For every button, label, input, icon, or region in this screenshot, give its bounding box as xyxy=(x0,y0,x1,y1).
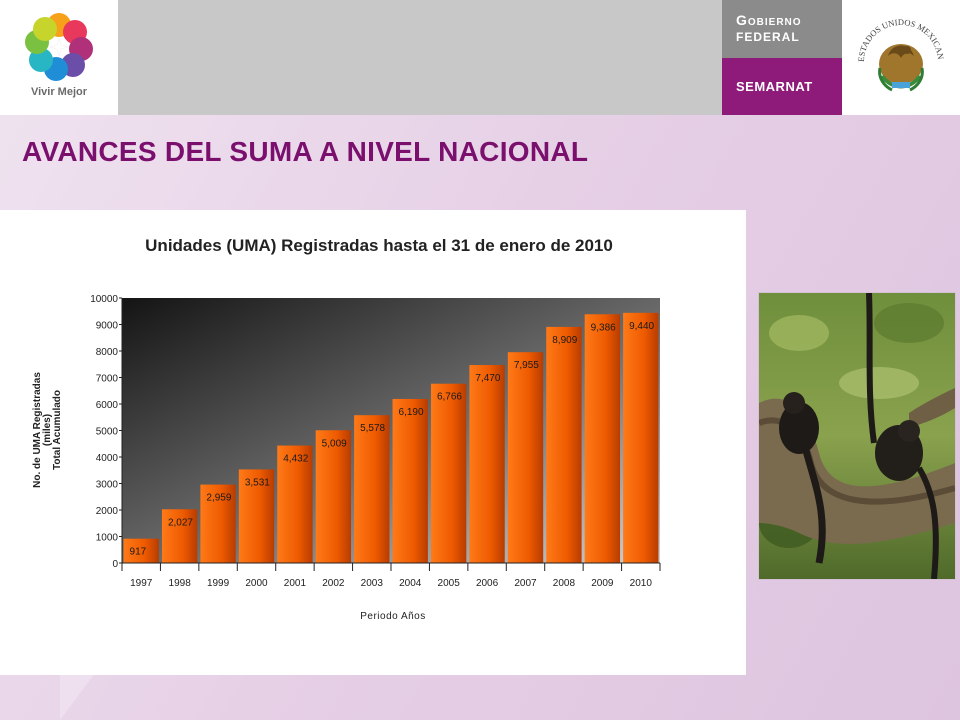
y-tick-label: 9000 xyxy=(96,321,119,332)
semarnat-label: SEMARNAT xyxy=(736,79,813,94)
x-axis-title: Periodo Años xyxy=(360,611,426,622)
y-tick-label: 0 xyxy=(112,559,118,570)
bar-1997 xyxy=(123,538,159,563)
chart-title: Unidades (UMA) Registradas hasta el 31 d… xyxy=(145,236,613,255)
bar-1998 xyxy=(161,509,198,563)
semarnat-badge: SEMARNAT xyxy=(722,58,842,115)
y-axis-title-line3: Total Acumulado xyxy=(52,390,63,470)
bar-value-label: 917 xyxy=(130,547,147,558)
bar-value-label: 7,955 xyxy=(514,360,539,371)
y-tick-label: 8000 xyxy=(96,347,119,358)
bar-value-label: 5,009 xyxy=(322,438,347,449)
bar-value-label: 7,470 xyxy=(475,373,500,384)
x-tick-label: 2003 xyxy=(361,578,384,589)
x-tick-label: 2001 xyxy=(284,578,307,589)
bar-2006 xyxy=(469,365,505,563)
x-tick-label: 2008 xyxy=(553,578,576,589)
bar-chart: Unidades (UMA) Registradas hasta el 31 d… xyxy=(32,236,661,622)
bar-value-label: 9,440 xyxy=(629,321,654,332)
x-tick-label: 2005 xyxy=(438,578,461,589)
x-tick-label: 2009 xyxy=(591,578,614,589)
y-tick-label: 4000 xyxy=(96,453,119,464)
bar-1999 xyxy=(200,484,236,563)
bar-value-label: 9,386 xyxy=(591,322,616,333)
page-title: AVANCES DEL SUMA A NIVEL NACIONAL xyxy=(22,136,589,167)
bar-value-label: 2,027 xyxy=(168,517,193,528)
x-tick-label: 2007 xyxy=(514,578,537,589)
bar-2008 xyxy=(546,326,582,563)
y-tick-label: 6000 xyxy=(96,400,119,411)
mexico-seal: ESTADOS UNIDOS MEXICANOS xyxy=(842,0,960,115)
header-bar: Vivir Mejor Gobierno FEDERAL SEMARNAT ES… xyxy=(0,0,960,115)
bar-value-label: 4,432 xyxy=(283,454,308,465)
bar-2002 xyxy=(315,430,352,563)
bar-2010 xyxy=(623,312,659,563)
flower-logo-icon xyxy=(25,13,93,81)
y-axis-title: No. de UMA Registradas (miles) Total Acu… xyxy=(32,372,63,488)
bar-2003 xyxy=(354,415,390,563)
x-tick-label: 2010 xyxy=(630,578,653,589)
x-tick-label: 2006 xyxy=(476,578,499,589)
y-tick-label: 3000 xyxy=(96,480,119,491)
bar-value-label: 2,959 xyxy=(206,493,231,504)
logo-label: Vivir Mejor xyxy=(30,86,88,98)
x-tick-label: 1998 xyxy=(169,578,192,589)
x-tick-label: 2004 xyxy=(399,578,422,589)
bar-value-label: 5,578 xyxy=(360,423,385,434)
vivir-mejor-logo: Vivir Mejor xyxy=(0,0,118,115)
bar-value-label: 8,909 xyxy=(552,335,577,346)
bar-2007 xyxy=(507,352,544,563)
y-tick-label: 5000 xyxy=(96,427,119,438)
bar-2009 xyxy=(584,314,621,563)
x-tick-label: 1997 xyxy=(130,578,153,589)
spider-monkeys-image xyxy=(759,293,955,579)
x-tick-label: 2000 xyxy=(245,578,268,589)
y-tick-label: 10000 xyxy=(90,294,118,305)
x-tick-label: 2002 xyxy=(322,578,345,589)
monkeys-photo xyxy=(758,292,956,580)
y-tick-label: 1000 xyxy=(96,533,119,544)
bar-2005 xyxy=(430,383,467,563)
bar-value-label: 3,531 xyxy=(245,477,270,488)
y-tick-label: 7000 xyxy=(96,374,119,385)
chart-panel: Unidades (UMA) Registradas hasta el 31 d… xyxy=(0,210,746,675)
gobierno-label: Gobierno xyxy=(736,12,802,28)
y-tick-label: 2000 xyxy=(96,506,119,517)
x-tick-label: 1999 xyxy=(207,578,230,589)
y-axis-title-line1: No. de UMA Registradas xyxy=(32,372,43,488)
bar-value-label: 6,190 xyxy=(399,407,424,418)
bar-2000 xyxy=(238,469,275,563)
y-axis-title-line2: (miles) xyxy=(42,414,53,446)
bar-value-label: 6,766 xyxy=(437,392,462,403)
bar-2001 xyxy=(277,445,313,563)
gobierno-federal-badge: Gobierno FEDERAL xyxy=(722,0,842,58)
coat-of-arms-icon: ESTADOS UNIDOS MEXICANOS xyxy=(852,6,946,92)
federal-label: FEDERAL xyxy=(736,30,800,44)
bar-2004 xyxy=(392,398,428,563)
